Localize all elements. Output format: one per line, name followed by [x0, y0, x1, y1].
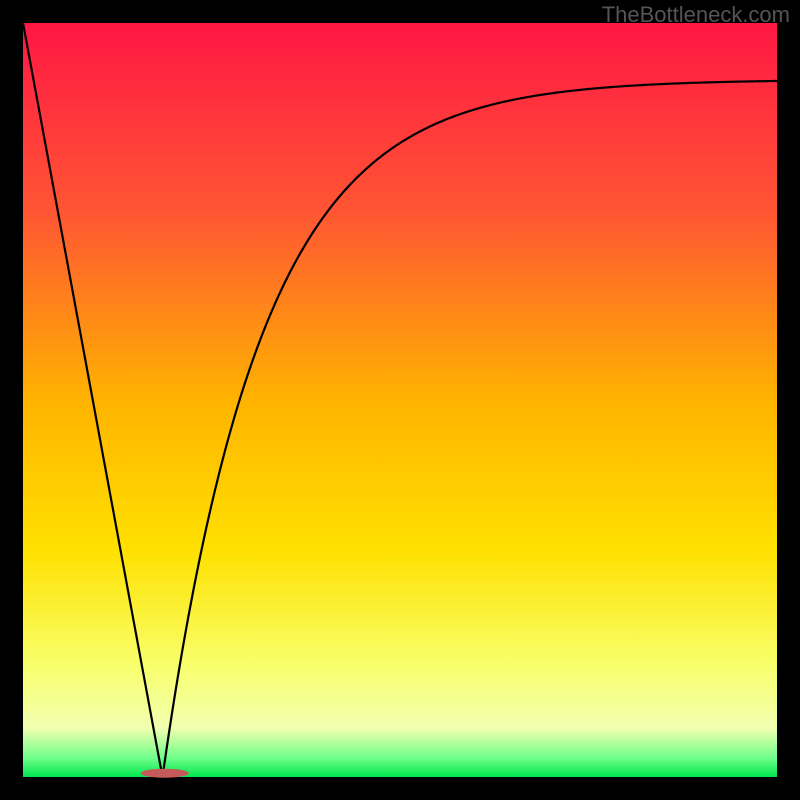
bottleneck-chart — [0, 0, 800, 800]
plot-background — [23, 23, 777, 777]
watermark-text: TheBottleneck.com — [602, 2, 790, 28]
chart-container: TheBottleneck.com — [0, 0, 800, 800]
optimum-marker — [141, 769, 189, 778]
